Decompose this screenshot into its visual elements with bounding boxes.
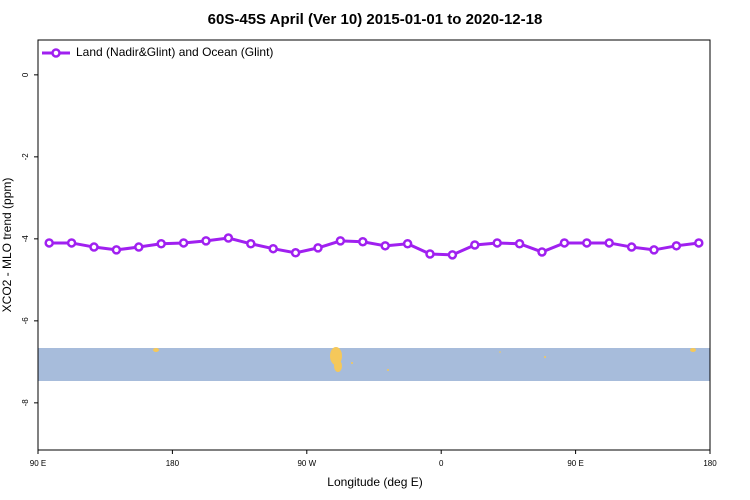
point xyxy=(559,238,570,248)
point xyxy=(537,247,547,257)
point xyxy=(694,238,704,248)
point xyxy=(89,242,99,252)
point xyxy=(134,242,144,252)
point xyxy=(626,242,637,252)
x-tick-label: 180 xyxy=(703,459,717,468)
y-tick-label: -6 xyxy=(21,317,30,325)
point xyxy=(671,241,682,251)
point xyxy=(380,241,390,251)
point xyxy=(44,238,54,248)
plot-frame xyxy=(37,39,711,451)
point xyxy=(111,245,122,255)
legend-marker xyxy=(51,48,61,58)
point xyxy=(492,238,502,248)
y-tick-label: 0 xyxy=(21,72,30,77)
map-strip xyxy=(38,348,710,381)
x-tick-label: 0 xyxy=(439,459,444,468)
point xyxy=(201,236,211,246)
point xyxy=(223,233,234,243)
point xyxy=(290,248,301,258)
point xyxy=(514,239,525,249)
point xyxy=(402,239,413,249)
point xyxy=(66,238,77,248)
point xyxy=(268,243,278,254)
y-axis-label: XCO2 - MLO trend (ppm) xyxy=(0,178,14,313)
point xyxy=(649,245,659,255)
y-tick-label: -4 xyxy=(21,235,30,243)
point xyxy=(178,238,189,248)
point xyxy=(470,240,480,250)
legend-label: Land (Nadir&Glint) and Ocean (Glint) xyxy=(76,45,273,59)
y-tick-label: -8 xyxy=(21,399,30,407)
point xyxy=(313,243,323,253)
point xyxy=(156,239,166,249)
land xyxy=(153,347,696,372)
series-line xyxy=(49,236,699,257)
x-axis-label: Longitude (deg E) xyxy=(327,475,422,489)
point xyxy=(582,238,592,248)
y-tick-label: -2 xyxy=(21,153,30,161)
chart-title: 60S-45S April (Ver 10) 2015-01-01 to 202… xyxy=(208,11,543,28)
x-tick-label: 90 W xyxy=(297,459,316,468)
point xyxy=(447,250,458,260)
point xyxy=(246,239,256,249)
x-tick-label: 180 xyxy=(166,459,180,468)
x-tick-label: 90 E xyxy=(30,459,46,468)
point xyxy=(358,236,368,247)
x-tick-label: 90 E xyxy=(567,459,583,468)
point xyxy=(335,236,346,246)
point xyxy=(425,249,435,259)
point xyxy=(604,238,614,248)
